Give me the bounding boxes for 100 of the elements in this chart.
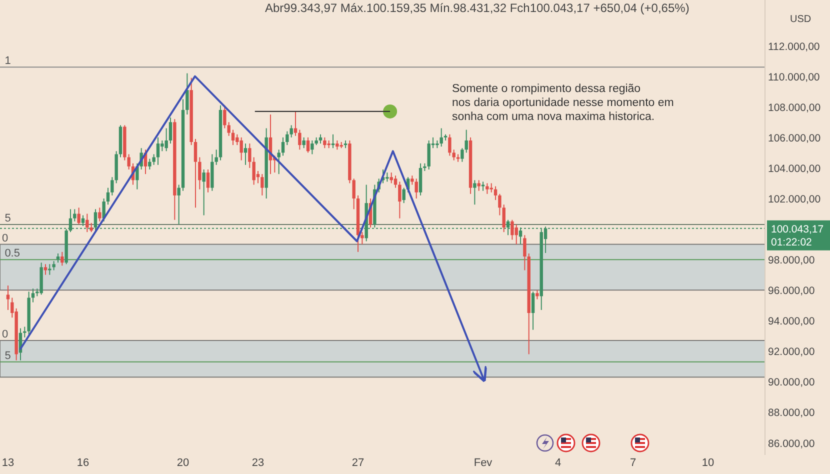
ref-line-label: 100.043,17: [771, 223, 824, 236]
y-tick-label: 110.000,00: [768, 71, 820, 84]
candlestick: [56, 252, 60, 264]
candlestick: [260, 174, 264, 196]
candlestick: [398, 181, 402, 219]
candlestick: [481, 181, 485, 192]
candlestick: [194, 138, 198, 208]
candlestick: [390, 172, 393, 184]
candlestick: [248, 143, 252, 168]
candlestick: [177, 184, 180, 225]
y-tick-label: 108.000,00: [768, 102, 821, 114]
y-tick-label: 90.000,00: [768, 376, 815, 389]
candlestick: [386, 172, 389, 182]
candlestick: [127, 154, 130, 170]
candlestick: [206, 168, 210, 193]
x-tick-label: 10: [702, 457, 714, 469]
candlestick: [336, 140, 339, 150]
candlestick: [148, 158, 152, 170]
candlestick: [473, 180, 476, 206]
x-tick-label: 27: [352, 457, 364, 469]
y-tick-label: 86.000,00: [768, 438, 815, 450]
candlestick: [6, 285, 10, 310]
candlestick: [81, 214, 85, 226]
x-tick-label: 4: [554, 457, 562, 469]
x-tick-label: Fev: [474, 457, 493, 469]
candlestick: [31, 288, 35, 303]
candlestick: [352, 178, 356, 210]
band-label: 0: [2, 328, 8, 340]
candlestick: [231, 129, 235, 146]
candlestick: [77, 207, 80, 225]
candlestick: [410, 175, 414, 186]
candlestick: [86, 213, 89, 233]
candlestick: [90, 222, 93, 233]
candlestick: [48, 264, 52, 276]
candlestick: [486, 182, 489, 194]
candlestick: [298, 129, 302, 150]
candlestick: [244, 143, 248, 166]
candlestick: [331, 134, 335, 149]
candlestick: [460, 148, 464, 162]
candlestick: [302, 136, 306, 149]
candlestick: [394, 175, 398, 188]
y-tick-label: 98.000,00: [768, 254, 815, 267]
candlestick: [448, 134, 452, 156]
band-label: 0: [2, 232, 8, 244]
y-tick-label: 104.000,00: [768, 162, 821, 175]
candlestick: [440, 128, 443, 148]
candlestick: [464, 129, 468, 154]
y-axis-title: USD: [790, 14, 812, 25]
candlestick: [490, 182, 493, 193]
candlestick: [452, 149, 456, 161]
chart-subtitle: Abr99.343,97 Máx.100.159,35 Mín.98.431,32 Fch100.043,17 +650,04 (+0,65%): [265, 1, 690, 15]
candlestick: [294, 110, 298, 136]
y-tick-label: 106.000,00: [768, 132, 821, 144]
candlestick: [502, 204, 506, 233]
x-tick-label: 7: [630, 457, 636, 469]
candlestick: [106, 187, 110, 206]
candlestick: [281, 136, 285, 156]
annotation: 1: [4, 55, 11, 68]
candlestick: [318, 134, 322, 144]
y-tick-label: 94.000,00: [768, 316, 815, 328]
candlestick: [98, 207, 102, 222]
candlestick: [286, 130, 289, 146]
candlestick: [477, 180, 480, 192]
x-tick-label: 20: [176, 457, 190, 469]
candlestick: [186, 72, 189, 116]
candlestick: [44, 264, 48, 276]
annotation: 5: [4, 212, 11, 224]
candlestick: [402, 187, 406, 204]
candlestick: [536, 290, 539, 300]
candlestick: [164, 128, 168, 152]
candlestick: [168, 117, 172, 144]
annotation: Somente o rompimento dessa região nos daria oportunidade nesse momento em sonha com uma nova maxima historica.: [452, 83, 674, 123]
candlestick: [136, 162, 139, 190]
candlestick: [514, 224, 518, 245]
candlestick: [223, 104, 226, 129]
candlestick: [202, 168, 206, 216]
x-tick-label: 23: [252, 457, 264, 469]
candlestick: [52, 260, 56, 271]
candlestick: [427, 140, 430, 170]
candlestick: [214, 149, 218, 166]
candlestick: [310, 140, 314, 155]
y-tick-label: 88.000,00: [768, 407, 815, 420]
candlestick: [156, 136, 160, 166]
candlestick: [290, 124, 293, 138]
candlestick: [23, 326, 26, 338]
x-tick-label: 16: [76, 457, 90, 469]
annotation: 0.5: [4, 248, 20, 260]
annotation: 5: [4, 350, 11, 362]
candlestick: [102, 198, 106, 222]
candlestick: [498, 193, 502, 216]
candlestick: [510, 219, 514, 240]
y-tick-label: 92.000,00: [768, 346, 815, 358]
y-tick-label: 96.000,00: [768, 285, 815, 298]
candlestick: [277, 149, 280, 175]
candlestick: [60, 251, 64, 266]
candlestick: [414, 178, 418, 199]
candlestick: [198, 156, 202, 190]
candlestick: [152, 154, 156, 166]
candlestick: [531, 291, 535, 330]
y-tick-label: 102.000,00: [768, 193, 821, 206]
